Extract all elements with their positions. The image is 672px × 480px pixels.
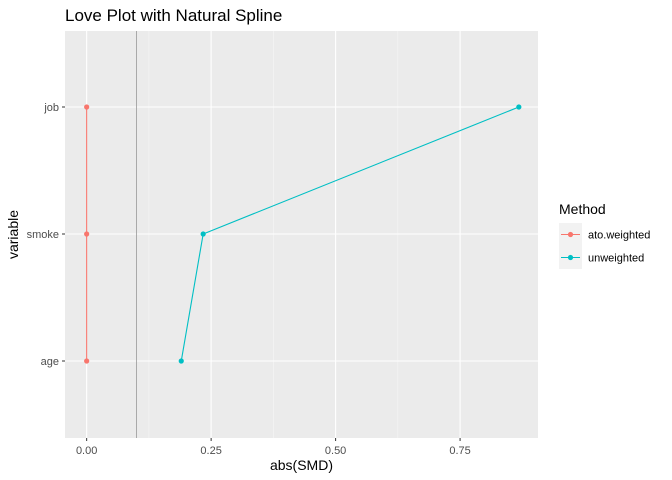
y-axis-title: variable — [5, 210, 21, 259]
series-points — [84, 104, 522, 364]
legend: Method ato.weighted unweighted — [559, 201, 650, 269]
legend-label-unweighted: unweighted — [588, 253, 644, 265]
x-tick-label: 0.75 — [449, 445, 470, 457]
x-tick-label: 0.25 — [200, 445, 221, 457]
legend-title: Method — [559, 201, 606, 217]
point-unweighted-job — [516, 104, 522, 110]
y-axis: age smoke job — [27, 102, 65, 368]
legend-key-point — [567, 231, 574, 238]
chart-title: Love Plot with Natural Spline — [65, 6, 282, 25]
point-unweighted-smoke — [200, 231, 206, 237]
legend-key-point — [567, 254, 574, 261]
major-gridlines — [65, 31, 538, 438]
y-tick-label-smoke: smoke — [27, 229, 59, 241]
point-unweighted-age — [178, 358, 184, 364]
point-ato.weighted-age — [84, 358, 90, 364]
point-ato.weighted-smoke — [84, 231, 90, 237]
legend-label-ato.weighted: ato.weighted — [588, 230, 650, 242]
x-tick-label: 0.00 — [76, 445, 97, 457]
x-axis: 0.00 0.25 0.50 0.75 — [76, 438, 471, 457]
x-axis-title: abs(SMD) — [270, 457, 333, 473]
point-ato.weighted-job — [84, 104, 90, 110]
x-tick-label: 0.50 — [325, 445, 346, 457]
y-tick-label-job: job — [43, 102, 59, 114]
y-tick-label-age: age — [41, 356, 59, 368]
